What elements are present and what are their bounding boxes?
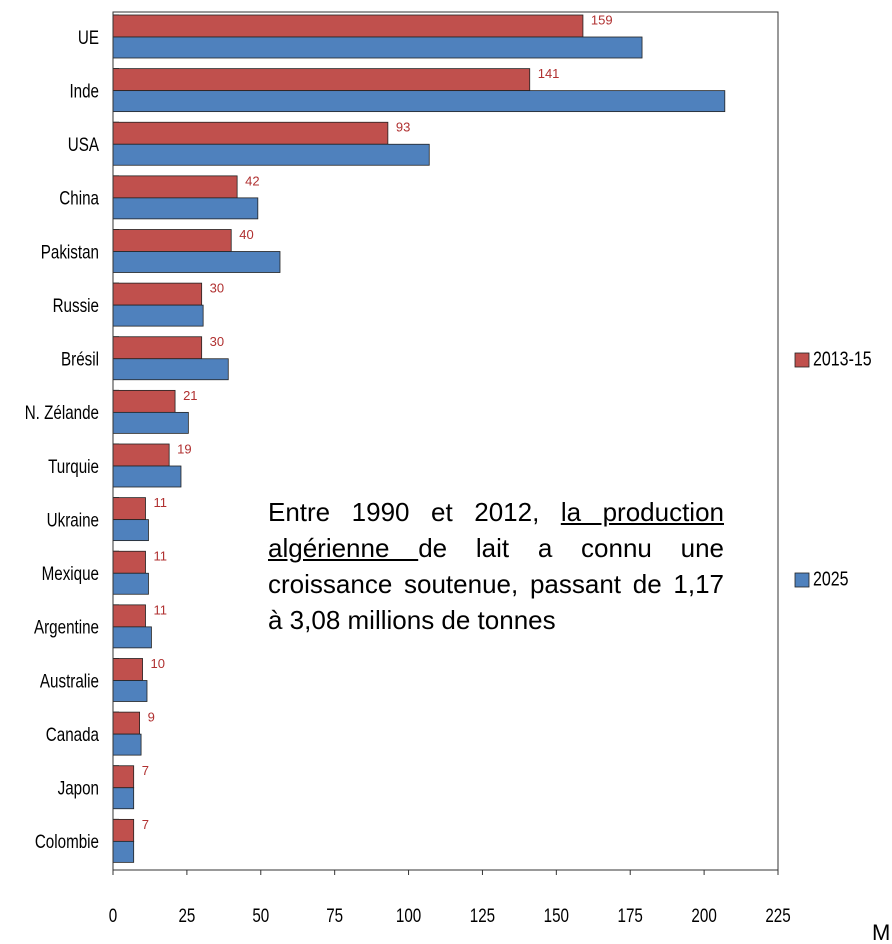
y-tick-label: Colombie	[35, 831, 99, 853]
y-tick-label: Mexique	[42, 562, 99, 584]
y-tick-label: Brésil	[61, 348, 99, 370]
bar	[112, 680, 148, 702]
data-label: 93	[396, 120, 410, 135]
data-label: 159	[591, 12, 613, 27]
bar	[112, 90, 726, 113]
data-label: 40	[239, 227, 253, 242]
y-tick-label: Japon	[58, 777, 99, 799]
bar	[112, 658, 143, 681]
y-tick-label: Inde	[69, 80, 99, 102]
legend-swatch	[794, 572, 810, 588]
y-tick-label: USA	[68, 133, 100, 155]
bar	[112, 175, 238, 199]
x-tick-label: 0	[109, 904, 117, 926]
bar	[112, 304, 204, 327]
legend-label: 2025	[813, 568, 849, 590]
x-tick-label: 225	[765, 904, 790, 926]
y-tick-label: UE	[78, 26, 99, 48]
x-axis-label: M	[872, 920, 890, 944]
bar	[112, 36, 643, 59]
y-tick-label: Turquie	[48, 455, 99, 477]
data-label: 11	[154, 602, 168, 617]
bar	[112, 229, 232, 252]
bar	[112, 358, 229, 381]
bar	[112, 626, 152, 649]
bar	[112, 121, 389, 145]
bar	[112, 411, 189, 434]
data-label: 11	[154, 549, 168, 564]
bar	[112, 282, 203, 306]
x-tick-label: 75	[326, 904, 343, 926]
bar	[112, 68, 531, 92]
annotation-text: Entre 1990 et 2012,	[268, 497, 561, 527]
plot-frame	[112, 11, 779, 871]
x-tick-label: 25	[178, 904, 195, 926]
y-tick-label: Canada	[46, 723, 100, 745]
annotation-text: de lait a connu une croissance soutenue,…	[268, 533, 725, 635]
data-label: 42	[245, 173, 259, 188]
y-tick-label: Pakistan	[41, 241, 99, 263]
y-tick-label: Argentine	[34, 616, 99, 638]
data-label: 141	[538, 66, 560, 81]
bar	[112, 604, 146, 628]
data-label: 9	[148, 710, 155, 725]
data-label: 19	[177, 441, 191, 456]
bar	[112, 197, 259, 220]
bar	[112, 840, 135, 863]
data-label: 11	[154, 495, 168, 510]
bar	[112, 389, 176, 413]
x-tick-label: 125	[470, 904, 495, 926]
bar	[112, 14, 584, 38]
bar	[112, 787, 135, 810]
y-tick-label: Australie	[40, 670, 99, 692]
x-tick-label: 175	[618, 904, 643, 926]
y-tick-label: N. Zélande	[25, 402, 99, 424]
data-label: 30	[210, 334, 224, 349]
data-label: 7	[142, 763, 149, 778]
data-label: 30	[210, 281, 224, 296]
annotation-underlined: la production algérienne	[268, 497, 724, 563]
bar	[112, 550, 146, 574]
data-label: 10	[151, 656, 165, 671]
x-tick-label: 200	[691, 904, 716, 926]
bar	[112, 765, 135, 789]
bar	[112, 465, 182, 488]
x-tick-label: 100	[396, 904, 421, 926]
y-tick-label: China	[59, 187, 99, 209]
y-tick-label: Ukraine	[47, 509, 99, 531]
bar	[112, 443, 170, 467]
bar	[112, 572, 149, 595]
bar	[112, 497, 146, 521]
legend-label: 2013-15	[813, 348, 872, 370]
data-label: 21	[183, 388, 197, 403]
data-label: 7	[142, 817, 149, 832]
annotation: Entre 1990 et 2012, la production algéri…	[268, 494, 724, 638]
legend-swatch	[794, 352, 810, 368]
bar	[112, 818, 135, 842]
bar	[112, 711, 141, 735]
bar	[112, 336, 203, 360]
x-tick-label: 150	[544, 904, 569, 926]
x-tick-label: 50	[252, 904, 269, 926]
bar	[112, 251, 281, 273]
bar	[112, 519, 149, 542]
bar	[112, 733, 142, 756]
bar	[112, 143, 430, 166]
y-tick-label: Russie	[53, 294, 99, 316]
